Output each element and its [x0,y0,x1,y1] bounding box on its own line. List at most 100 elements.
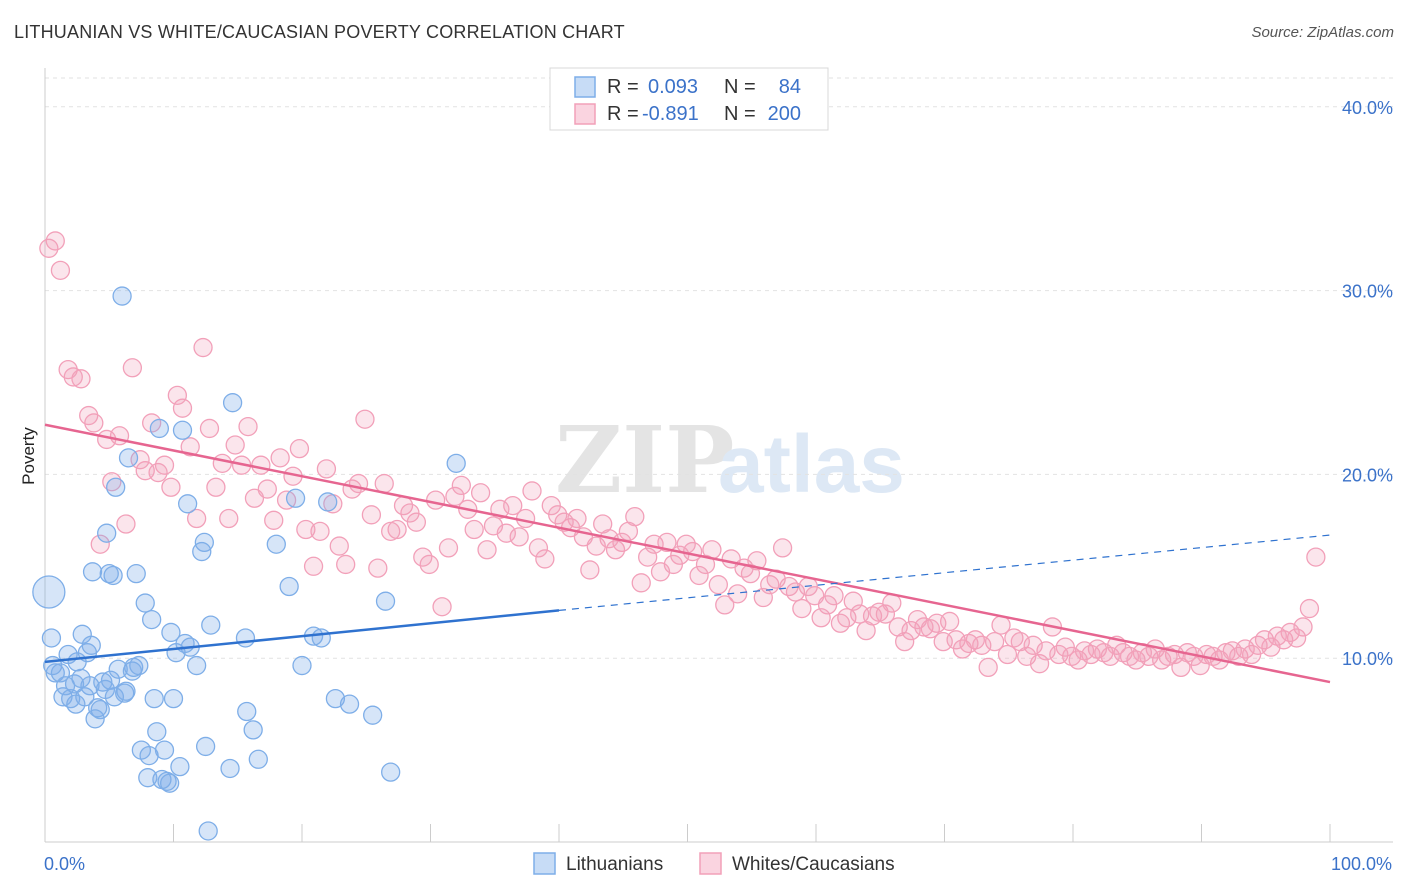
point-lithuanians [103,565,123,586]
point-lithuanians [90,700,110,720]
watermark-atlas: atlas [718,419,905,510]
bottom-legend-swatch-whites [699,852,722,875]
legend-r-value-2: -0.891 [642,103,699,125]
point-lithuanians [32,575,66,609]
point-whites [939,611,960,632]
point-lithuanians [266,534,286,554]
point-whites [368,558,388,578]
point-whites [451,475,471,496]
point-whites [406,512,427,532]
point-lithuanians [41,628,62,648]
series-lithuanians-points [32,286,466,841]
point-whites [310,521,330,542]
trendline-whites [44,423,1331,684]
trendlines [44,423,1331,684]
point-lithuanians [170,756,190,777]
legend-n-value-2: 200 [768,103,801,125]
point-whites [470,483,491,503]
point-whites [39,238,59,258]
point-lithuanians [235,628,256,648]
legend-r-label-2: R = [607,103,639,125]
point-whites [206,477,226,497]
point-whites [257,479,277,499]
point-whites [361,505,382,525]
point-lithuanians [363,705,383,725]
point-lithuanians [311,628,331,648]
legend: R = 0.093 N = 84 R = -0.891 N = 200 [549,67,829,131]
point-whites [419,554,439,575]
point-whites [503,495,523,516]
point-lithuanians [142,609,162,630]
point-lithuanians [116,681,136,701]
point-lithuanians [138,768,158,788]
y-tick-label: 10.0% [1342,649,1393,669]
point-whites [122,358,143,378]
point-lithuanians [248,749,268,769]
point-whites [631,573,651,593]
point-lithuanians [375,591,396,611]
point-lithuanians [194,532,214,553]
legend-n-label-1: N = [724,76,756,98]
bottom-legend-label-lithuanians: Lithuanians [566,854,663,875]
point-lithuanians [198,821,218,841]
point-whites [875,604,896,624]
point-whites [824,586,844,606]
legend-box [549,67,829,131]
point-whites [895,631,915,652]
y-tick-label: 30.0% [1342,282,1393,302]
point-whites [296,519,316,540]
point-lithuanians [243,720,263,740]
point-whites [413,547,433,567]
point-whites [567,508,587,529]
point-lithuanians [195,736,216,757]
point-whites [116,514,136,534]
point-lithuanians [339,694,360,714]
point-whites [1299,598,1320,619]
point-lithuanians [45,663,65,683]
axes [44,68,1393,843]
point-lithuanians [75,687,95,707]
point-whites [219,508,239,529]
point-whites [689,565,709,586]
y-axis-label: Poverty [19,427,38,485]
point-whites [997,644,1018,665]
point-lithuanians [118,448,139,468]
point-lithuanians [108,659,128,679]
point-whites [535,549,555,569]
point-whites [978,657,998,678]
point-lithuanians [147,722,167,742]
point-whites [657,532,677,553]
point-whites [45,231,65,251]
point-whites [193,337,213,358]
bottom-legend-swatch-lithuanians [533,852,556,875]
point-whites [1306,547,1326,567]
point-whites [1293,617,1313,637]
trendline-lithuanians [44,609,560,664]
point-whites [329,536,349,556]
point-whites [172,398,193,418]
y-tick-label: 20.0% [1342,465,1393,485]
point-whites [238,416,258,437]
point-whites [289,438,310,459]
point-whites [251,455,271,475]
x-tick-label-max: 100.0% [1331,854,1392,874]
point-lithuanians [81,635,101,655]
point-lithuanians [149,418,170,439]
point-whites [528,538,549,558]
point-whites [1286,628,1307,648]
point-whites [186,508,207,529]
grid [45,77,1393,659]
point-whites [180,437,200,457]
point-whites [50,260,71,281]
point-whites [90,534,110,554]
point-lithuanians [61,688,81,709]
point-whites [264,510,284,530]
point-whites [432,597,452,617]
point-lithuanians [220,758,240,779]
point-whites [336,554,356,575]
point-whites [580,560,600,580]
point-whites [355,409,375,429]
watermark-zip: ZIP [555,406,734,514]
point-lithuanians [161,622,181,643]
